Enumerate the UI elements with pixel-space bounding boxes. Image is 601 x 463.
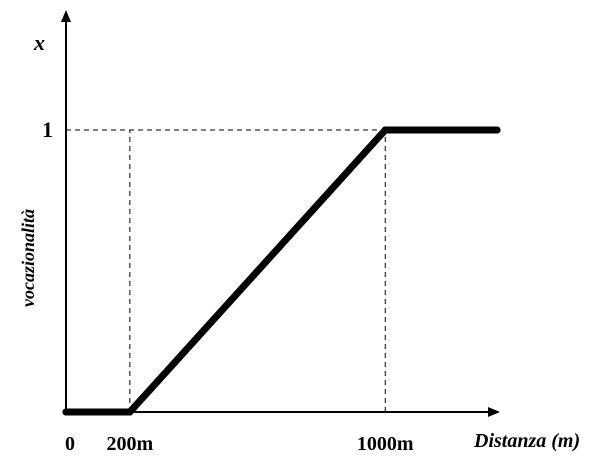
x-tick-label-0: 0 [65,433,75,455]
x-tick-label-1: 200m [107,433,154,455]
data-point-2 [381,126,389,134]
tick-labels: 0 200m 1000m 1 [42,117,414,455]
series-segment-1 [126,126,389,416]
series [62,126,501,416]
y-axis-arrow [61,10,71,22]
x-axis-arrow [488,407,500,417]
axes [61,10,500,417]
x-tick-label-2: 1000m [357,433,414,455]
data-point-1 [126,408,134,416]
data-point-0 [62,408,70,416]
reference-lines [66,129,386,412]
y-axis-label: vocazionalità [18,209,38,307]
y-axis-symbol: x [33,30,45,55]
y-tick-label-0: 1 [42,117,53,142]
x-axis-label: Distanza (m) [473,430,580,452]
data-point-3 [493,126,501,134]
